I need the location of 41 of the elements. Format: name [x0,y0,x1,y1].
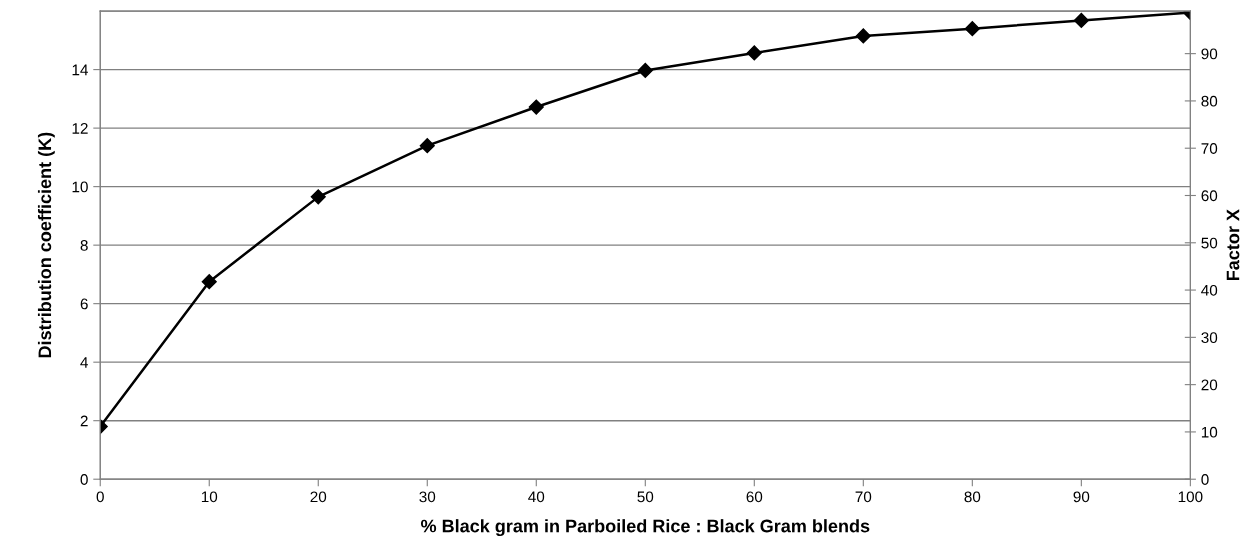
point [201,274,217,290]
y-tick-label: 6 [80,298,88,310]
y-tick-label: 8 [80,240,88,251]
x-tick-label: 10 [201,491,218,503]
point [528,99,544,115]
y2-tick-label: 50 [1201,237,1218,249]
y2-axis-title: Factor X [1226,209,1240,281]
y-tick-label: 14 [72,64,88,76]
y-tick-label: 4 [80,357,88,368]
y2-tick-label: 90 [1201,48,1218,60]
x-axis-title: % Black gram in Parboiled Rice : Black Gram blends [420,519,870,537]
x-tick-label: 40 [528,491,545,503]
y-tick-label: 10 [72,181,88,193]
y-tick-label: 0 [80,474,88,485]
y2-tick-label: 60 [1201,190,1218,202]
x-tick-label: 30 [419,491,436,503]
point [419,138,435,154]
y2-tick-label: 40 [1201,284,1218,296]
y2-tick-label: 30 [1201,332,1218,344]
y-axis-title: Distribution coefficient (K) [37,132,55,358]
point [746,45,762,61]
y2-tick-label: 70 [1201,143,1218,154]
x-tick-label: 100 [1178,491,1203,503]
x-tick-label: 50 [637,491,654,503]
x-tick-label: 20 [310,491,327,503]
x-tick-label: 90 [1073,491,1090,503]
y-tick-label: 12 [72,122,88,134]
x-tick-label: 70 [855,491,872,503]
point [855,28,871,44]
y-tick-label: 2 [80,415,88,427]
y2-tick-label: 0 [1201,474,1209,485]
point [310,189,326,205]
y2-tick-label: 80 [1201,95,1218,107]
y2-tick-label: 20 [1201,379,1218,391]
point [964,21,980,37]
point [637,62,653,79]
y2-tick-label: 10 [1201,426,1218,438]
x-tick-label: 0 [96,491,104,503]
x-tick-label: 80 [964,491,981,503]
point [1073,12,1089,29]
x-tick-label: 60 [746,491,763,503]
